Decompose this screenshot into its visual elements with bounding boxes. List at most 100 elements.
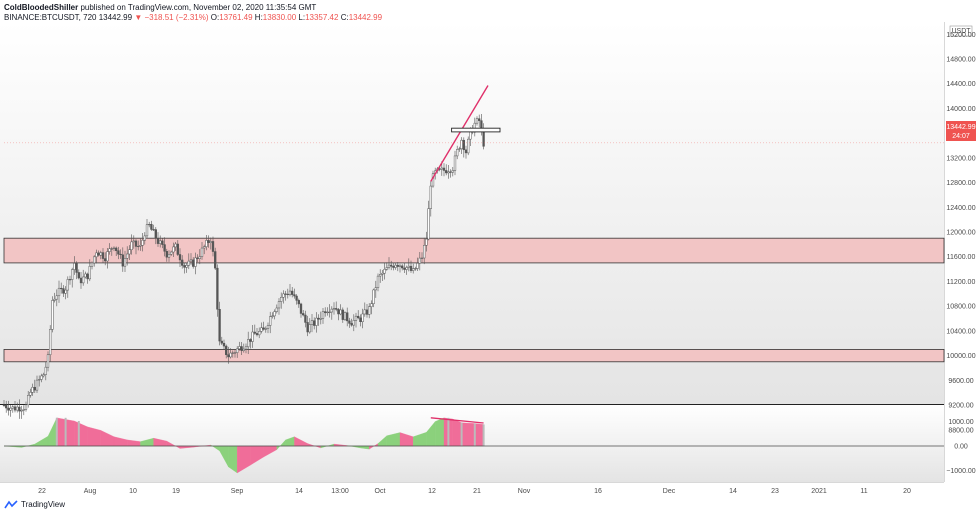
candle-body — [200, 247, 204, 257]
candle-body — [115, 247, 118, 251]
candle-body — [174, 243, 177, 248]
candle-body — [262, 327, 265, 330]
candle-body — [313, 320, 316, 326]
candle-body — [170, 251, 173, 255]
candle-body — [368, 306, 371, 315]
oscillator-axis: 1000.00 0.00 −1000.00 — [946, 419, 975, 475]
candle — [130, 234, 133, 255]
candle — [462, 137, 465, 158]
main-pane-background — [0, 22, 944, 404]
candle — [152, 224, 155, 232]
high-value: 13830.00 — [262, 13, 297, 22]
candle — [227, 346, 230, 364]
oscillator-tick-label: 1000.00 — [948, 419, 973, 426]
candle — [220, 336, 223, 346]
candle — [55, 289, 58, 307]
candle-body — [99, 252, 102, 256]
candle-body — [5, 404, 8, 409]
candle — [247, 331, 250, 354]
candle — [185, 262, 188, 273]
candle — [286, 288, 289, 299]
candle — [101, 248, 105, 263]
candle-body — [44, 366, 47, 375]
candle — [251, 325, 254, 348]
candle — [357, 310, 360, 320]
candle-body — [194, 257, 197, 267]
footer-brand[interactable]: TradingView — [4, 500, 65, 509]
candle-body — [93, 256, 96, 264]
candle — [253, 324, 256, 335]
time-tick-label: 12 — [428, 488, 436, 495]
close-value: 13442.99 — [348, 13, 383, 22]
candle-body — [359, 317, 362, 322]
candle-body — [31, 386, 34, 393]
candle — [442, 163, 446, 177]
candle-body — [273, 311, 276, 317]
candle — [134, 239, 138, 255]
candle — [297, 298, 300, 308]
candle-body — [90, 262, 94, 267]
candle-body — [97, 252, 100, 256]
candle — [84, 271, 87, 279]
low-value: 13357.42 — [305, 13, 339, 22]
candle — [211, 236, 215, 257]
support-zone — [3, 349, 945, 363]
candle — [264, 326, 267, 333]
candle-body — [288, 290, 292, 295]
candle-body — [385, 267, 388, 270]
candle — [2, 400, 6, 408]
candle-body — [315, 317, 318, 326]
candle-body — [343, 312, 347, 320]
candle-body — [321, 311, 325, 319]
candle — [9, 404, 12, 417]
candle-body — [398, 265, 402, 267]
candle — [359, 314, 362, 327]
candle — [368, 303, 371, 319]
candle — [20, 405, 23, 419]
candle — [183, 262, 186, 274]
candle — [11, 405, 14, 413]
candle — [262, 321, 265, 331]
candle — [104, 252, 107, 266]
candle-body — [64, 289, 67, 294]
candle — [310, 314, 314, 333]
candle — [467, 136, 470, 156]
candle — [77, 269, 80, 280]
candle-body — [427, 208, 430, 240]
time-tick-label: 16 — [594, 488, 602, 495]
candle — [106, 248, 109, 269]
candle-body — [423, 245, 426, 259]
candle — [156, 232, 160, 247]
oscillator-tick-label: 0.00 — [954, 444, 968, 451]
candle-body — [20, 409, 23, 412]
candle-body — [216, 267, 219, 310]
candle — [291, 286, 294, 298]
candle-body — [462, 139, 465, 151]
candle-body — [187, 260, 190, 266]
candle — [288, 283, 292, 297]
candle-body — [372, 289, 375, 304]
candle-body — [139, 245, 142, 247]
candle-body — [73, 263, 76, 270]
candle-body — [233, 352, 237, 354]
candle — [90, 261, 94, 270]
candle-body — [361, 313, 364, 322]
candle-body — [277, 301, 281, 309]
price-tick-label: 9200.00 — [948, 403, 973, 410]
candle-body — [143, 235, 146, 241]
candle-body — [2, 404, 6, 406]
time-tick-label: 14 — [729, 488, 737, 495]
author-name[interactable]: ColdBloodedShiller — [4, 3, 79, 12]
candle-body — [478, 118, 481, 121]
candle-body — [326, 311, 329, 314]
candle — [376, 273, 380, 292]
candle-body — [271, 315, 274, 317]
candle — [385, 262, 388, 271]
oscillator-segment — [474, 423, 484, 447]
candle-body — [222, 342, 226, 347]
candle — [159, 235, 162, 248]
candle — [343, 311, 347, 322]
candle-body — [24, 404, 28, 410]
candle-body — [381, 272, 384, 275]
